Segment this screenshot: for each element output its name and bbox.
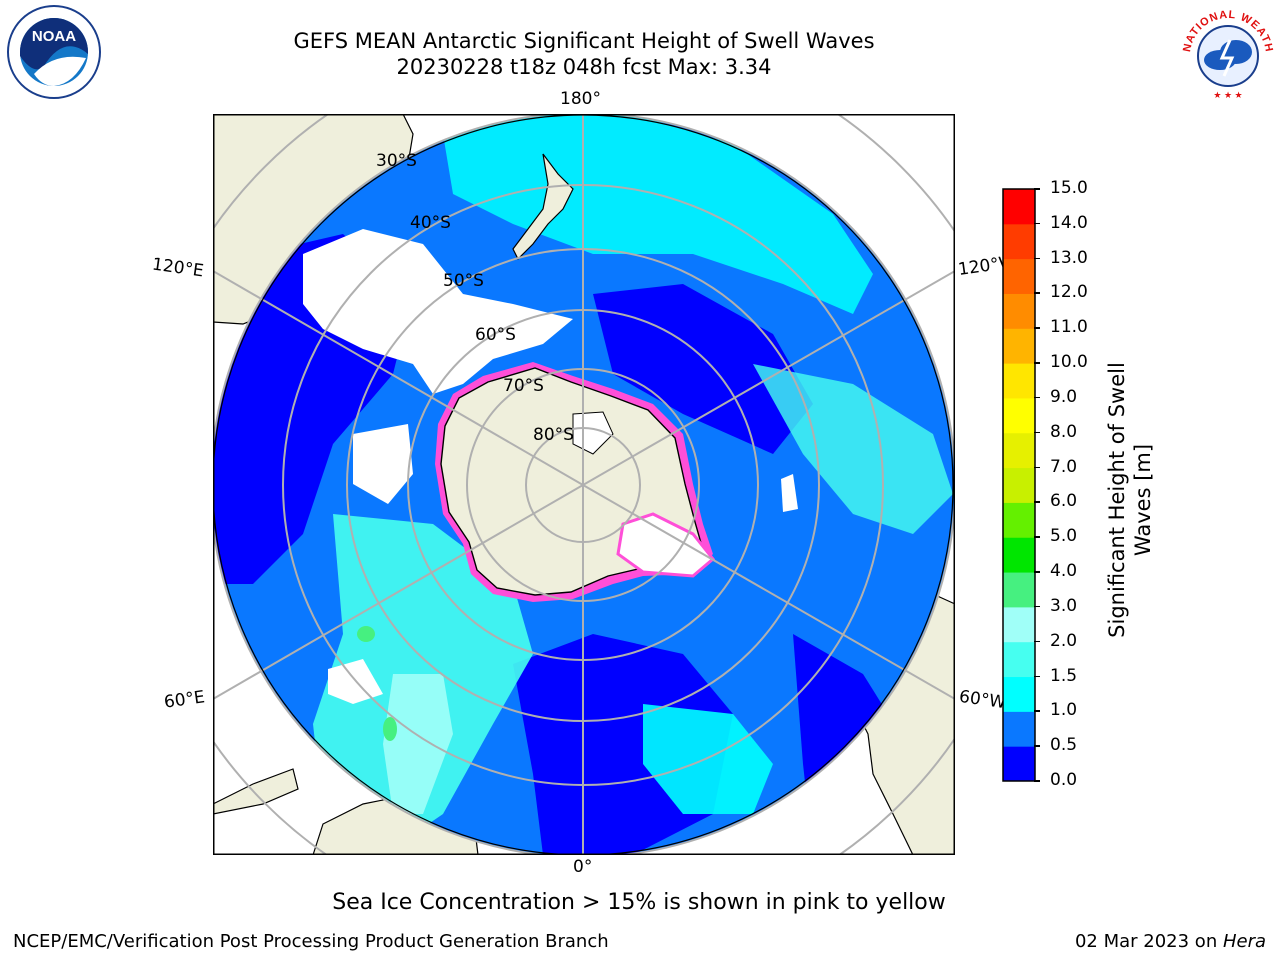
colorbar-tick-mark (1034, 571, 1040, 573)
swell-peak-patch (383, 717, 397, 741)
colorbar-tick-label: 13.0 (1050, 247, 1088, 268)
footer-right: 02 Mar 2023 on Hera (1075, 931, 1266, 952)
footer-date: 02 Mar 2023 on (1074, 931, 1223, 952)
colorbar-tick-label: 15.0 (1050, 178, 1088, 198)
map-frame (213, 114, 955, 855)
colorbar-swatch (1003, 746, 1035, 782)
colorbar-tick-label: 1.0 (1050, 700, 1078, 721)
colorbar-swatch (1003, 223, 1035, 260)
colorbar-tick-mark (1034, 396, 1040, 399)
colorbar-tick-label: 10.0 (1050, 352, 1088, 373)
no-data-region (781, 474, 798, 512)
colorbar-swatch (1003, 397, 1035, 434)
colorbar-swatch (1003, 641, 1035, 678)
colorbar-tick-label: 1.5 (1050, 665, 1078, 686)
polar-map: 30°S 40°S 50°S 60°S 70°S 80°S (213, 114, 955, 855)
chart-title-line2: 20230228 t18z 048h fcst Max: 3.34 (396, 55, 772, 79)
colorbar-frame (1002, 188, 1036, 782)
colorbar-tick-label: 9.0 (1050, 386, 1078, 407)
lat-label-40s: 40°S (410, 213, 451, 233)
colorbar-tick-label: 2.0 (1050, 630, 1078, 651)
lon-label-180: 180° (560, 89, 601, 109)
colorbar-tick-label: 7.0 (1050, 456, 1078, 477)
colorbar-label-line1: Significant Height of Swell (1105, 362, 1129, 638)
colorbar-tick-mark (1034, 292, 1040, 294)
colorbar-swatch (1003, 363, 1035, 399)
colorbar-swatch (1003, 606, 1035, 643)
colorbar-tick-mark (1034, 675, 1040, 678)
colorbar-tick-label: 5.0 (1050, 526, 1078, 547)
lat-label-60s: 60°S (475, 325, 516, 345)
colorbar-swatch (1003, 467, 1035, 503)
new-zealand-land (512, 153, 574, 261)
noaa-logo-text: NOAA (32, 28, 76, 45)
lon-label-120e: 120°E (150, 254, 205, 282)
colorbar-tick-mark (1034, 362, 1040, 364)
lat-label-30s: 30°S (376, 151, 417, 171)
colorbar-swatch (1003, 189, 1035, 225)
colorbar-tick-label: 0.0 (1050, 770, 1078, 790)
colorbar-tick-mark (1034, 536, 1040, 538)
colorbar-tick-mark (1034, 745, 1040, 747)
lat-label-80s: 80°S (533, 425, 574, 445)
lon-label-60e: 60°E (162, 687, 207, 713)
footer-machine: Hera (1222, 931, 1266, 952)
colorbar-tick-label: 12.0 (1050, 282, 1088, 303)
colorbar-tick-mark (1034, 327, 1040, 329)
colorbar-tick-mark (1034, 188, 1040, 190)
madagascar-land (213, 768, 299, 815)
lat-label-70s: 70°S (503, 376, 544, 396)
colorbar-swatch (1003, 502, 1035, 538)
colorbar-tick-mark (1034, 257, 1040, 260)
colorbar-tick-mark (1034, 466, 1040, 469)
swell-mid-region (643, 704, 773, 814)
swell-mid-region (753, 364, 953, 534)
footer-left: NCEP/EMC/Verification Post Processing Pr… (13, 931, 609, 952)
colorbar-tick-mark (1034, 222, 1040, 225)
colorbar-swatch (1003, 537, 1035, 573)
colorbar-tick-label: 0.5 (1050, 735, 1078, 756)
colorbar-tick-mark (1034, 710, 1040, 712)
colorbar-ticks: 0.0 0.5 1.0 1.5 2.0 3.0 4.0 5.0 6.0 7.0 8.0 9.0 10.0… (1034, 178, 1116, 790)
sea-ice-note: Sea Ice Concentration > 15% is shown in … (332, 890, 946, 915)
colorbar-tick-mark (1034, 640, 1040, 643)
colorbar-tick-label: 14.0 (1050, 212, 1088, 233)
no-data-region (353, 424, 413, 504)
chart-title-line1: GEFS MEAN Antarctic Significant Height o… (293, 29, 875, 53)
colorbar-swatches (1002, 188, 1036, 782)
nws-stars-icon: ★ ★ ★ (1213, 90, 1242, 100)
colorbar-tick-label: 3.0 (1050, 595, 1078, 616)
colorbar-swatch (1003, 328, 1035, 364)
colorbar-tick-label: 6.0 (1050, 491, 1078, 512)
lat-label-50s: 50°S (443, 271, 484, 291)
lon-label-0: 0° (573, 857, 593, 877)
colorbar-tick-mark (1034, 780, 1040, 782)
colorbar-swatch (1003, 676, 1035, 712)
colorbar-swatch (1003, 572, 1035, 608)
colorbar (1002, 188, 1036, 786)
colorbar-tick-mark (1034, 605, 1040, 608)
longitude-gridlines (213, 114, 955, 855)
colorbar-swatch (1003, 258, 1035, 294)
colorbar-swatch (1003, 432, 1035, 469)
colorbar-tick-mark (1034, 501, 1040, 503)
colorbar-tick-mark (1034, 431, 1040, 434)
lon-label-60w: 60°W (957, 686, 1008, 714)
colorbar-tick-label: 8.0 (1050, 421, 1078, 442)
swell-peak-patch (357, 626, 375, 642)
swell-high-region (383, 674, 453, 814)
colorbar-swatch (1003, 711, 1035, 747)
colorbar-swatch (1003, 293, 1035, 329)
no-data-region (303, 229, 573, 394)
noaa-logo: NOAA (4, 4, 104, 100)
nws-logo: NATIONAL WEATHER SERVICE ★ ★ ★ (1174, 0, 1278, 100)
colorbar-label-line2: Waves [m] (1131, 443, 1155, 557)
antarctic-peninsula-ice (616, 512, 716, 578)
colorbar-tick-label: 4.0 (1050, 561, 1078, 582)
colorbar-tick-label: 11.0 (1050, 317, 1088, 338)
